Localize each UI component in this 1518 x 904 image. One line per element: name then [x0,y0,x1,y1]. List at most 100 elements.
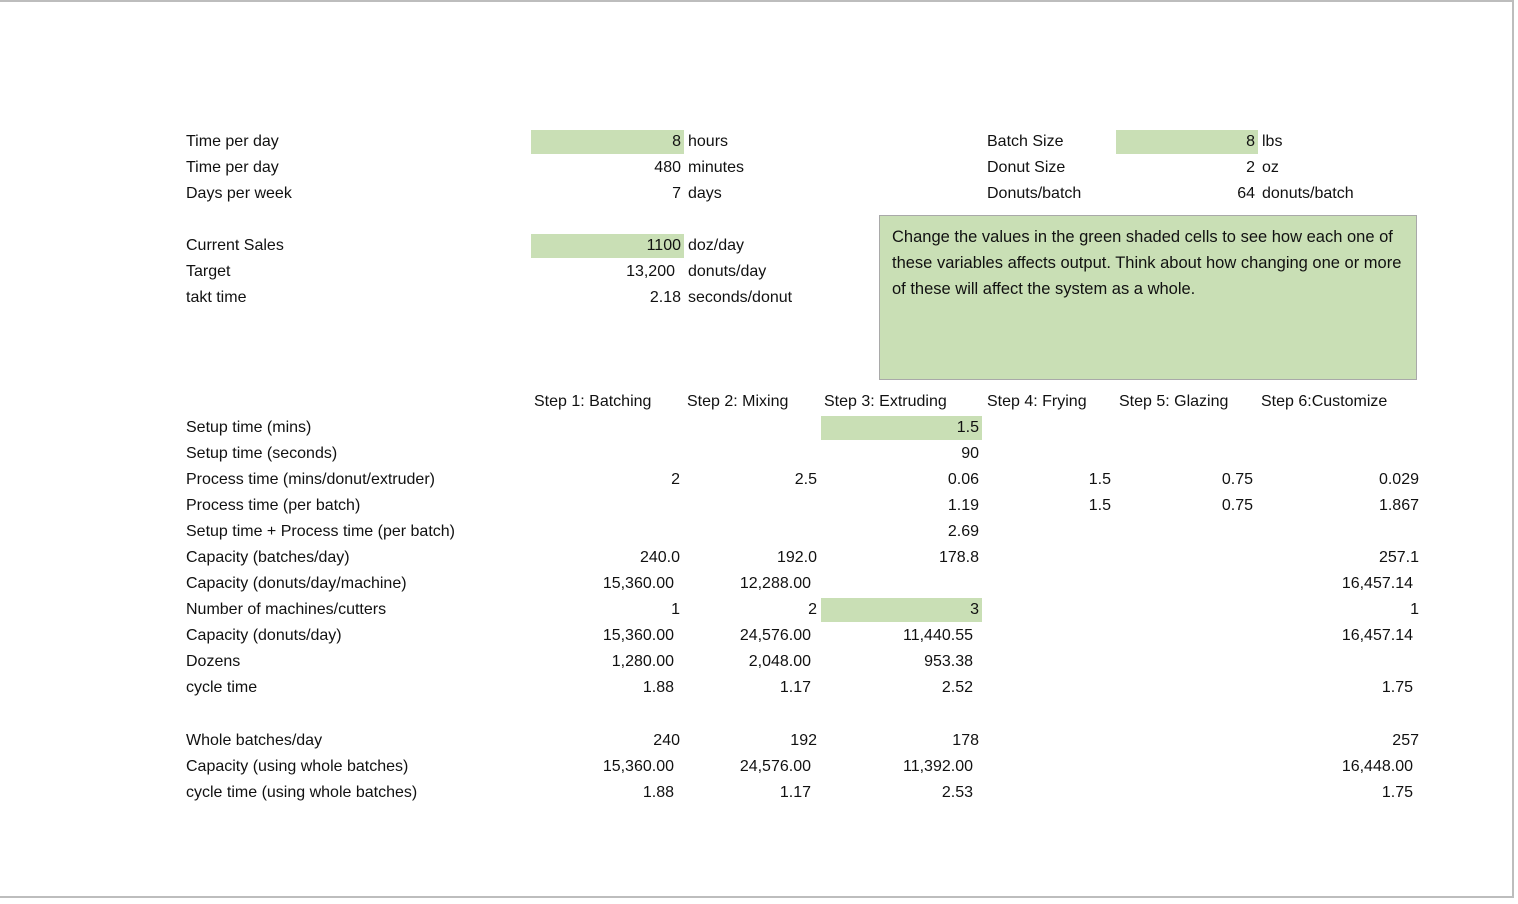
unit: donuts/day [688,263,767,280]
row-label: Setup time (mins) [186,419,312,436]
cell-value: 16,448.00 [1341,758,1413,775]
step-header: Step 6:Customize [1261,393,1388,410]
cell-value: 1.88 [642,679,674,696]
value: 1100 [646,237,681,254]
input-cell [1116,130,1258,154]
unit: minutes [688,159,745,176]
step-header: Step 2: Mixing [687,393,789,410]
value: 8 [1246,133,1255,150]
row-label: Capacity (batches/day) [186,549,350,566]
value: 480 [654,159,681,176]
cell-value: 2.53 [941,784,973,801]
cell-value: 24,576.00 [739,758,811,775]
row-label: Time per day [186,159,279,176]
step-header: Step 4: Frying [987,393,1087,410]
cell-value: 90 [961,445,979,462]
cell-value: 2,048.00 [748,653,811,670]
unit: lbs [1262,133,1283,150]
cell-value: 178.8 [938,549,979,566]
row-label: Capacity (donuts/day) [186,627,342,644]
row-label: Donut Size [987,159,1066,176]
cell-value: 1.19 [947,497,979,514]
cell-value: 1.867 [1378,497,1419,514]
value: 7 [672,185,681,202]
input-cell [821,416,982,440]
unit: days [688,185,722,202]
cell-value: 16,457.14 [1341,627,1413,644]
cell-value: 2.5 [794,471,817,488]
cell-value: 240 [653,732,680,749]
cell-value: 1.75 [1381,679,1413,696]
step-header: Step 3: Extruding [824,393,947,410]
row-label: cycle time [186,679,258,696]
cell-value: 0.75 [1221,471,1253,488]
value: 8 [672,133,681,150]
cell-value: 1,280.00 [611,653,674,670]
row-label: Batch Size [987,133,1064,150]
cell-value: 2.69 [947,523,979,540]
row-label: Setup time + Process time (per batch) [186,523,455,540]
row-label: Setup time (seconds) [186,445,338,462]
cell-value: 2 [671,471,680,488]
row-label: cycle time (using whole batches) [186,784,418,801]
cell-value: 24,576.00 [739,627,811,644]
cell-value: 953.38 [924,653,973,670]
cell-value: 15,360.00 [602,758,674,775]
step-header: Step 5: Glazing [1119,393,1229,410]
cell-value: 1.17 [779,679,811,696]
cell-value: 178 [952,732,979,749]
cell-value: 1.5 [956,419,979,436]
row-label: Number of machines/cutters [186,601,387,618]
row-label: Current Sales [186,237,284,254]
unit: donuts/batch [1262,185,1354,202]
row-label: Process time (mins/donut/extruder) [186,471,435,488]
cell-value: 15,360.00 [602,575,674,592]
row-label: Process time (per batch) [186,497,361,514]
input-cell [821,598,982,622]
value: 64 [1237,185,1255,202]
cell-value: 2 [808,601,817,618]
cell-value: 1.75 [1381,784,1413,801]
row-label: Capacity (using whole batches) [186,758,409,775]
step-header: Step 1: Batching [534,393,652,410]
value: 13,200 [626,263,675,280]
row-label: takt time [186,289,247,306]
cell-value: 240.0 [639,549,680,566]
instruction-note: Change the values in the green shaded ce… [879,215,1417,380]
cell-value: 2.52 [941,679,973,696]
row-label: Donuts/batch [987,185,1082,202]
cell-value: 192 [790,732,817,749]
cell-value: 1.5 [1088,471,1111,488]
cell-value: 0.75 [1221,497,1253,514]
unit: hours [688,133,729,150]
unit: seconds/donut [688,289,793,306]
cell-value: 1 [1410,601,1419,618]
cell-value: 16,457.14 [1341,575,1413,592]
cell-value: 257 [1392,732,1419,749]
row-label: Capacity (donuts/day/machine) [186,575,407,592]
cell-value: 0.06 [947,471,979,488]
cell-value: 11,392.00 [903,758,973,775]
input-cell [531,130,684,154]
cell-value: 15,360.00 [602,627,674,644]
cell-value: 0.029 [1378,471,1419,488]
cell-value: 257.1 [1378,549,1419,566]
input-cell [531,234,684,258]
cell-value: 1.5 [1088,497,1111,514]
cell-value: 11,440.55 [903,627,973,644]
unit: oz [1262,159,1279,176]
row-label: Target [186,263,231,280]
cell-value: 12,288.00 [739,575,811,592]
cell-value: 1.17 [779,784,811,801]
value: 2.18 [649,289,681,306]
row-label: Time per day [186,133,279,150]
unit: doz/day [688,237,745,254]
row-label: Dozens [186,653,241,670]
cell-value: 192.0 [776,549,817,566]
cell-value: 1 [671,601,680,618]
row-label: Days per week [186,185,292,202]
value: 2 [1246,159,1255,176]
row-label: Whole batches/day [186,732,323,749]
cell-value: 3 [970,601,979,618]
